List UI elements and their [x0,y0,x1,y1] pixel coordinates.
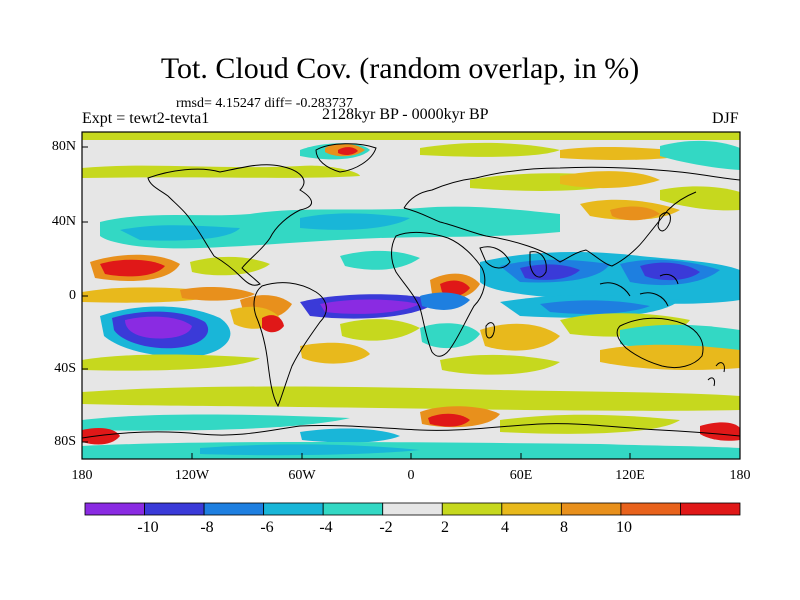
lat-label-80n: 80N [51,139,76,154]
colorbar-segment [501,502,562,516]
lon-label-0: 0 [407,468,415,483]
coastlines [82,143,740,439]
stats-text: rmsd= 4.15247 diff= -0.283737 [176,96,353,111]
colorbar-segment [84,502,145,516]
colorbar-segment [144,502,205,516]
colorbar-label: 4 [501,519,509,536]
colorbar-label: -8 [200,519,214,536]
colorbar-label: 2 [441,519,449,536]
period-label: 2128kyr BP - 0000kyr BP [322,106,489,123]
lat-label-40n: 40N [51,214,76,229]
lon-label-120w: 120W [174,468,210,483]
colorbar-segment [203,502,265,516]
colorbar-label: -6 [260,519,274,536]
lon-label-120e: 120E [615,468,645,483]
lon-label-180e: 180 [729,468,751,483]
axis-ticks [81,146,741,459]
season-label: DJF [712,110,739,127]
lon-label-60w: 60W [288,468,316,483]
anomaly-field [82,132,740,459]
lat-label-0: 0 [69,288,76,303]
map-title: Tot. Cloud Cov. (random overlap, in %) [160,52,640,85]
colorbar-segment [680,502,741,516]
colorbar-label: -4 [319,519,333,536]
colorbar-label: 10 [616,519,632,536]
lat-label-80s: 80S [54,434,76,449]
colorbar-label: 8 [560,519,568,536]
lon-label-180w: 180 [71,468,93,483]
experiment-label: Expt = tewt2-tevta1 [82,110,210,127]
colorbar-segment [382,502,443,516]
colorbar-segment [560,502,622,516]
colorbar-segment [322,502,384,516]
colorbar-segment [620,502,681,516]
lat-label-40s: 40S [54,361,76,376]
colorbar-label: -10 [137,519,159,536]
colorbar-segment [441,502,503,516]
lon-label-60e: 60E [509,468,533,483]
colorbar [84,502,741,516]
colorbar-label: -2 [379,519,393,536]
colorbar-segment [263,502,324,516]
